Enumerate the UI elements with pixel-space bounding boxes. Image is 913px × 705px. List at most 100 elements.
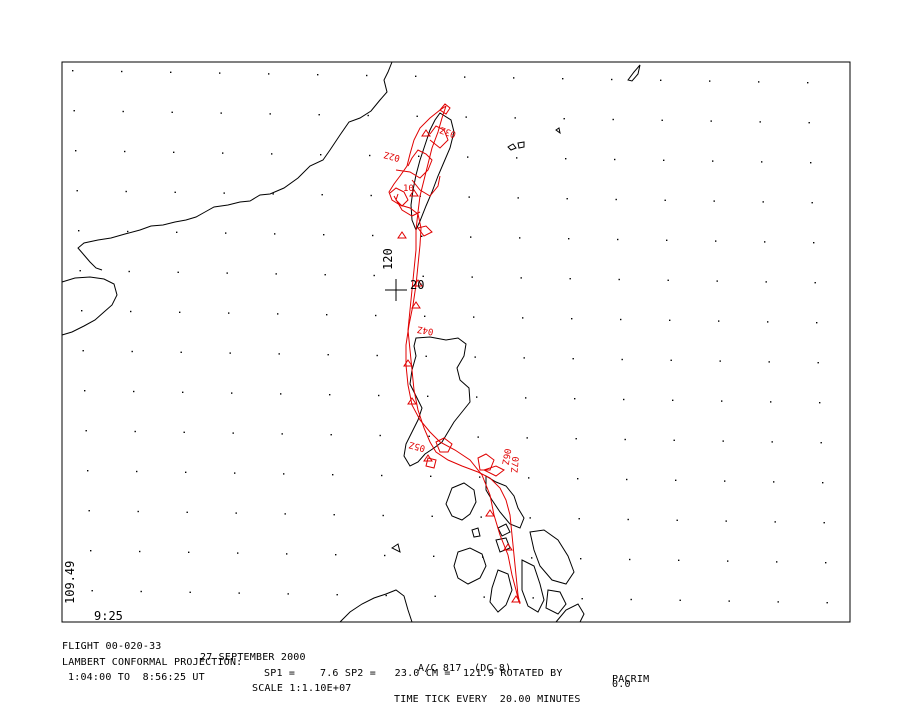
grid-dot [764, 241, 766, 243]
grid-dot [621, 358, 623, 361]
grid-dot [612, 118, 614, 121]
grid-dot [131, 350, 133, 353]
grid-dot [370, 194, 372, 197]
grid-dot [84, 390, 86, 392]
grid-dot [127, 230, 129, 233]
grid-dot [664, 199, 666, 201]
grid-dot [173, 151, 175, 153]
grid-dot [724, 480, 726, 482]
grid-dot [277, 313, 279, 315]
reference-cross [385, 279, 407, 301]
grid-dot [278, 353, 280, 355]
marinduque [497, 523, 511, 537]
grid-dot [385, 594, 387, 597]
grid-dot [820, 442, 822, 444]
grid-dot [477, 436, 479, 438]
grid-dot [228, 312, 230, 314]
mindoro-island [445, 482, 477, 521]
grid-dot [465, 116, 467, 118]
grid-dot [575, 438, 577, 440]
time-tick-interval: TIME TICK EVERY 20.00 MINUTES [394, 694, 581, 705]
grid-dot [676, 519, 678, 521]
corner-longitude-label: 109.49 [63, 561, 77, 604]
grid-dot [514, 117, 516, 119]
grid-dot [758, 81, 760, 83]
time-range: 1:04:00 TO 8:56:25 UT [68, 672, 205, 683]
grid-dot [79, 270, 81, 272]
grid-dot [324, 274, 326, 276]
grid-dot [121, 70, 123, 73]
grid-dot [182, 391, 184, 393]
grid-dot [813, 242, 815, 244]
projection-params: SP1 = 7.6 SP2 = 23.0 CM = 121.9 ROTATED … [264, 668, 563, 679]
flight-track-taiwan-loops [389, 103, 451, 237]
grid-dot [335, 554, 337, 556]
grid-dot [523, 357, 525, 359]
grid-dot [773, 481, 775, 483]
grid-dot [415, 75, 417, 77]
grid-dot [471, 276, 473, 278]
grid-dot [139, 550, 141, 553]
grid-dot [572, 358, 574, 360]
china-coast [77, 61, 393, 271]
panay-island [453, 547, 487, 585]
grid-dot [811, 202, 813, 204]
grid-dot [125, 190, 127, 193]
flight-track-south-leg [407, 105, 521, 605]
grid-dot [428, 435, 430, 437]
grid-dot [774, 521, 776, 523]
grid-dot [516, 157, 518, 159]
grid-dot [323, 234, 325, 236]
flight-track [388, 103, 521, 605]
grid-dot [124, 150, 126, 153]
grid-dot [571, 318, 573, 320]
grid-dot [318, 114, 320, 116]
longitude-label: 120 [381, 248, 395, 270]
grid-dot [817, 362, 819, 364]
grid-dot [618, 278, 620, 281]
grid-dot [82, 350, 84, 352]
grid-dot [229, 352, 231, 354]
small-island-2 [517, 141, 525, 149]
grid-dot [87, 470, 89, 472]
samar-island [529, 529, 575, 585]
campaign-name: PACRIM [612, 674, 650, 685]
grid-dot [137, 510, 139, 513]
footer-line-3: 1:04:00 TO 8:56:25 UT SCALE 1:1.10E+07 T… [62, 661, 580, 705]
grid-dot [476, 396, 478, 398]
grid-dot [525, 397, 527, 399]
grid-dot [330, 434, 332, 436]
grid-dot [710, 120, 712, 122]
grid-dot [470, 236, 472, 238]
grid-dot [333, 514, 335, 516]
tick-marker [423, 454, 433, 462]
grid-dot [468, 196, 470, 198]
grid-dot [280, 393, 282, 395]
grid-dot [219, 72, 221, 74]
grid-dot [329, 394, 331, 396]
grid-dot [320, 154, 322, 156]
grid-dot [431, 515, 433, 517]
grid-dot [716, 280, 718, 282]
grid-dot [76, 190, 78, 192]
grid-dot [232, 432, 234, 434]
grid-dot [430, 475, 432, 477]
grid-dot [134, 430, 136, 433]
grid-dot [565, 158, 567, 160]
hour-label: 04Z [416, 323, 434, 336]
grid-dot [222, 152, 224, 154]
grid-dot [620, 318, 622, 321]
small-island-1 [507, 143, 517, 151]
hour-label: 02Z [382, 149, 401, 163]
grid-dot [418, 155, 420, 157]
grid-dot [326, 314, 328, 316]
grid-dot [722, 440, 724, 442]
small-island-5 [471, 527, 481, 538]
grid-dot [382, 514, 384, 517]
footer-line-2: LAMBERT CONFORMAL PROJECTION: SP1 = 7.6 … [62, 646, 630, 690]
grid-dot [814, 282, 816, 284]
hour-label: 07Z [508, 456, 519, 474]
grid-dot [617, 238, 619, 241]
corner-time-label: 9:25 [94, 609, 123, 623]
grid-dot [611, 78, 613, 81]
